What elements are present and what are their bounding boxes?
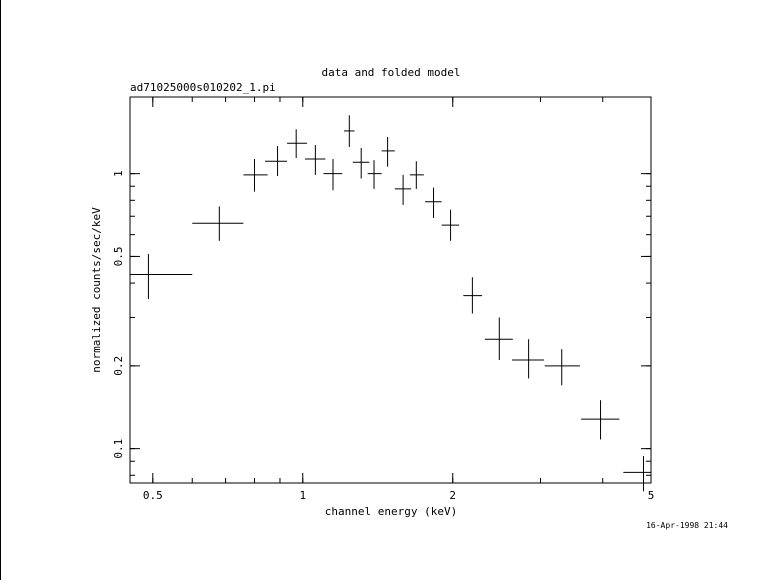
data-point	[409, 161, 424, 189]
chart-title: data and folded model	[321, 66, 460, 79]
x-axis-label: channel energy (keV)	[325, 505, 457, 518]
x-tick-label: 1	[299, 489, 306, 502]
y-minor-ticks	[130, 173, 651, 476]
data-point	[287, 129, 308, 159]
data-point	[581, 400, 620, 440]
data-point	[243, 159, 268, 192]
y-major-ticks	[130, 173, 651, 450]
data-point	[304, 145, 326, 175]
y-tick-label: 1	[112, 170, 125, 177]
data-point	[544, 349, 580, 386]
data-point	[352, 147, 370, 179]
y-axis-label: normalized counts/sec/keV	[90, 207, 103, 373]
data-point	[441, 209, 460, 241]
data-point	[344, 115, 355, 148]
file-name-label: ad71025000s010202_1.pi	[130, 81, 276, 94]
data-point	[484, 317, 513, 361]
x-tick-labels: 0.5 1 2 5	[143, 489, 654, 502]
data-point	[623, 456, 651, 492]
data-point	[394, 174, 412, 205]
data-point	[425, 187, 442, 218]
data-point	[511, 339, 545, 379]
data-point	[381, 136, 395, 167]
x-minor-ticks	[152, 97, 652, 483]
data-point	[463, 277, 483, 314]
y-tick-label: 0.1	[112, 439, 125, 459]
y-tick-label: 0.2	[112, 356, 125, 376]
data-point	[192, 206, 244, 241]
x-major-ticks	[152, 97, 652, 483]
data-point	[130, 254, 193, 300]
data-points	[130, 115, 651, 492]
plot-frame	[129, 96, 652, 484]
x-tick-label: 2	[449, 489, 456, 502]
x-tick-label: 0.5	[143, 489, 163, 502]
data-point	[265, 146, 288, 177]
y-tick-label: 0.5	[112, 246, 125, 266]
y-tick-labels: 0.1 0.2 0.5 1	[112, 170, 125, 458]
x-tick-label: 5	[648, 489, 655, 502]
data-point	[367, 160, 382, 189]
timestamp-label: 16-Apr-1998 21:44	[646, 521, 728, 530]
data-point	[323, 159, 343, 191]
